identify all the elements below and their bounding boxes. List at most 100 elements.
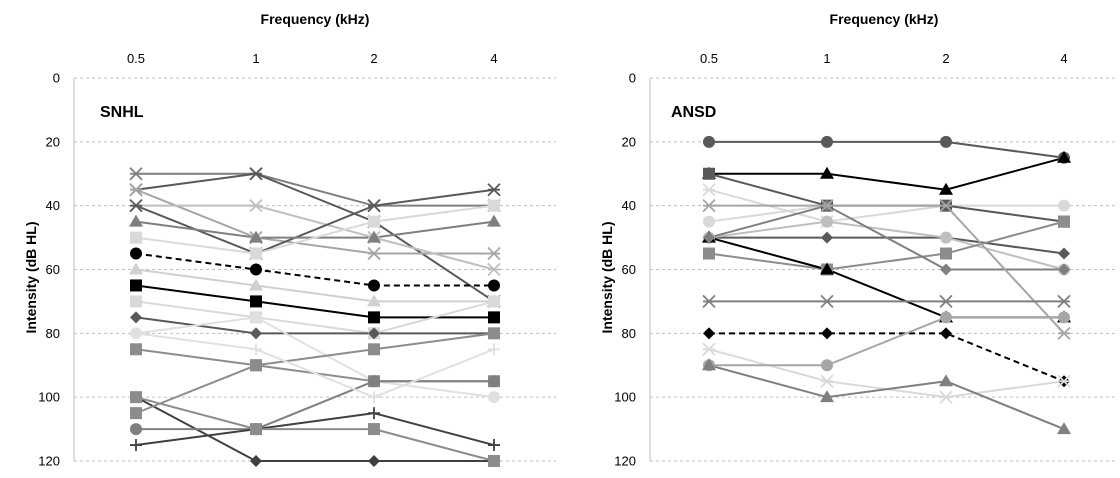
series-19-point-0.5 xyxy=(130,391,142,404)
y-tick-label: 40 xyxy=(622,198,636,213)
series-16-point-2 xyxy=(368,343,380,356)
series-16-point-1 xyxy=(820,390,834,403)
series-line-2 xyxy=(135,172,495,303)
series-20-point-0.5 xyxy=(130,327,142,340)
series-14-point-2 xyxy=(939,390,953,404)
series-20-point-2 xyxy=(368,391,380,404)
series-18-point-0.5 xyxy=(130,439,142,452)
series-11-point-2 xyxy=(939,199,953,213)
x-tick-label: 1 xyxy=(252,51,259,66)
x-tick-label: 2 xyxy=(370,51,377,66)
series-1-point-0.5 xyxy=(703,135,715,148)
series-line-13 xyxy=(709,332,1065,383)
series-10-point-2 xyxy=(368,311,380,324)
series-6-point-2 xyxy=(367,230,381,243)
series-7-point-1 xyxy=(250,247,262,260)
series-1-point-2 xyxy=(940,135,952,148)
series-line-11 xyxy=(135,300,495,335)
series-9-point-1 xyxy=(820,262,834,275)
y-tick-label: 60 xyxy=(622,262,636,277)
series-11-point-4 xyxy=(1057,326,1071,340)
series-line-20 xyxy=(135,332,495,399)
series-4-point-0.5 xyxy=(703,215,715,228)
series-8-point-4 xyxy=(1058,215,1070,228)
series-9-point-2 xyxy=(367,294,381,307)
series-12-point-0.5 xyxy=(702,294,716,309)
series-15-point-2 xyxy=(368,455,380,467)
series-2-point-1 xyxy=(820,166,834,179)
series-line-2 xyxy=(709,156,1065,191)
series-12-point-2 xyxy=(939,294,953,309)
series-12-point-1 xyxy=(820,294,834,309)
series-14-point-0.5 xyxy=(130,343,142,356)
y-tick-label: 60 xyxy=(46,262,60,277)
series-8-point-0.5 xyxy=(703,247,715,260)
series-16-point-1 xyxy=(250,359,262,372)
series-10-point-0.5 xyxy=(130,279,142,292)
series-6-point-4 xyxy=(1058,247,1070,260)
series-10-point-2 xyxy=(940,263,952,276)
series-4-point-4 xyxy=(1058,199,1070,212)
series-line-7 xyxy=(708,220,1065,271)
series-8-point-2 xyxy=(368,279,380,292)
y-axis-title: Intensity (dB HL) xyxy=(23,222,39,334)
series-13-point-4 xyxy=(488,391,500,404)
series-12-point-2 xyxy=(368,327,380,340)
series-line-16 xyxy=(708,364,1065,431)
series-line-13 xyxy=(135,316,495,399)
y-tick-label: 80 xyxy=(622,326,636,341)
series-15-point-1 xyxy=(250,455,262,467)
series-11-point-0.5 xyxy=(702,199,716,213)
series-line-11 xyxy=(709,204,1065,335)
series-10-point-4 xyxy=(1058,263,1070,276)
y-tick-label: 120 xyxy=(614,454,636,469)
series-line-9 xyxy=(708,236,1064,319)
chart-panel-ansd: Frequency (kHz) 0.5 1 2 4 Intensity (dB HL) 0 2… xyxy=(599,11,1118,469)
series-10-point-4 xyxy=(488,311,500,324)
series-line-16 xyxy=(135,332,495,415)
series-3-point-4 xyxy=(487,246,501,261)
series-16-point-4 xyxy=(488,327,500,340)
series-6-point-1 xyxy=(821,231,833,244)
series-13-point-2 xyxy=(940,327,952,340)
series-13-point-1 xyxy=(821,327,833,340)
panel-label: SNHL xyxy=(100,104,144,121)
series-20-point-1 xyxy=(250,343,262,356)
series-3-point-0.5 xyxy=(129,183,143,197)
x-tick-label: 4 xyxy=(490,51,497,66)
series-16-point-0.5 xyxy=(702,358,716,371)
series-line-7 xyxy=(135,204,495,255)
series-14-point-1 xyxy=(820,374,834,388)
series-8-point-4 xyxy=(488,279,500,292)
series-13-point-1 xyxy=(250,311,262,324)
series-1-point-0.5 xyxy=(129,167,143,181)
series-line-1 xyxy=(709,140,1065,159)
series-16-point-0.5 xyxy=(130,407,142,420)
series-17-point-4 xyxy=(488,375,500,388)
series-12-point-0.5 xyxy=(130,311,142,324)
series-9-point-0.5 xyxy=(129,262,143,275)
series-8-point-2 xyxy=(940,247,952,260)
series-16-point-4 xyxy=(1057,422,1071,435)
y-tick-label: 100 xyxy=(614,390,636,405)
series-1-point-1 xyxy=(821,135,833,148)
series-5-point-2 xyxy=(367,199,381,213)
series-4-point-4 xyxy=(487,262,501,277)
series-line-19 xyxy=(135,396,495,462)
series-4-point-1 xyxy=(249,199,263,213)
x-tick-label: 2 xyxy=(942,51,949,66)
chart-panel-snhl: Frequency (kHz) 0.5 1 2 4 Intensity (dB HL) 0 2… xyxy=(23,11,556,469)
series-18-point-4 xyxy=(488,439,500,452)
series-line-8 xyxy=(708,220,1065,271)
series-17-point-0.5 xyxy=(130,423,142,436)
series-11-point-1 xyxy=(820,199,834,213)
series-line-1 xyxy=(136,172,494,207)
series-line-15 xyxy=(709,316,1064,367)
series-16-point-2 xyxy=(939,374,953,387)
x-axis-title: Frequency (kHz) xyxy=(261,11,370,27)
y-axis-title: Intensity (dB HL) xyxy=(599,222,615,334)
series-10-point-1 xyxy=(250,295,262,308)
series-14-point-0.5 xyxy=(702,342,716,356)
y-tick-label: 120 xyxy=(38,454,60,469)
